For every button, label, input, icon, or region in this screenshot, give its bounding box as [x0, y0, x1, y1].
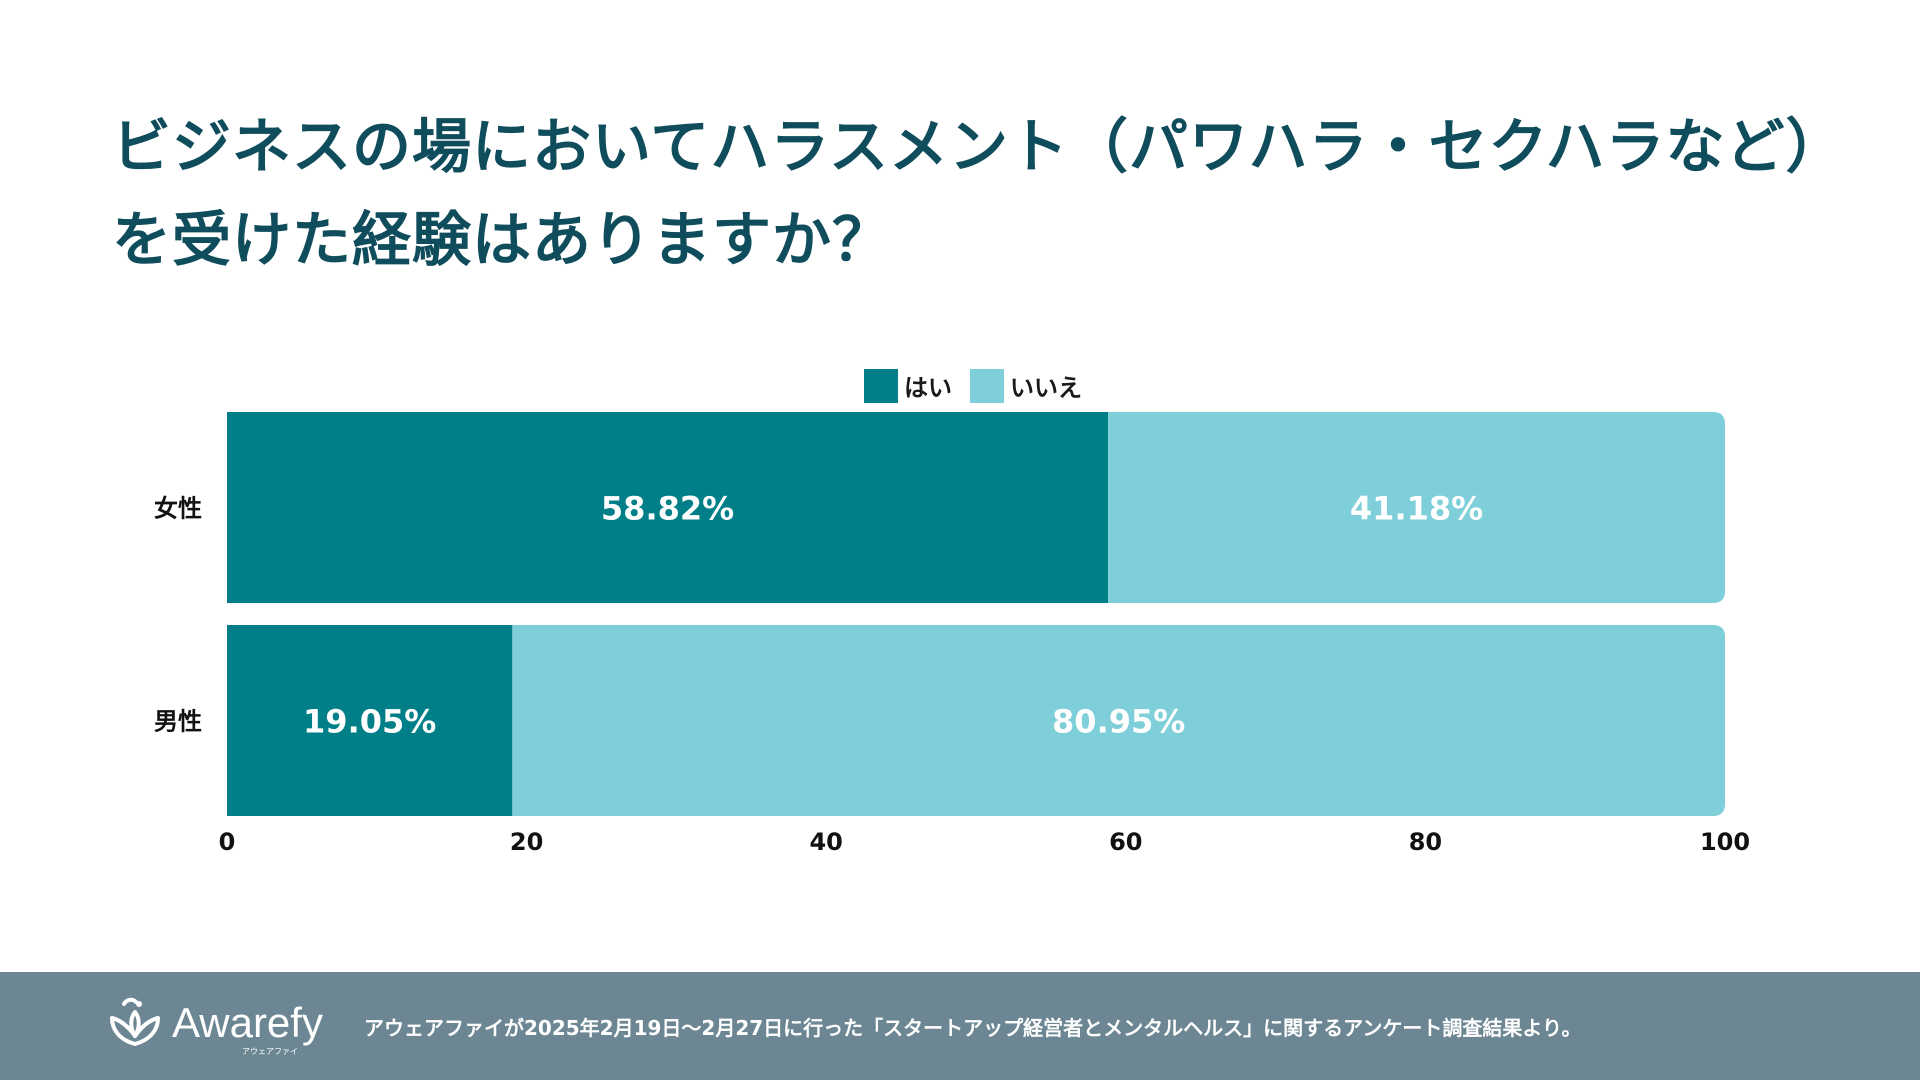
legend-label-no: いいえ [1010, 374, 1082, 402]
x-tick-label-5: 100 [1700, 828, 1750, 856]
legend-item-no: いいえ [970, 368, 1082, 403]
legend-swatch-yes [864, 368, 898, 403]
bar-no-0 [1108, 412, 1725, 603]
x-tick-label-2: 40 [809, 828, 842, 856]
chart-legend: はい いいえ [864, 368, 1092, 403]
data-label-no-0: 41.18% [1350, 490, 1483, 528]
logo-subtext: アウェアファイ [242, 1047, 298, 1056]
title-line-2: を受けた経験はありますか？ [112, 205, 893, 274]
x-tick-label-4: 80 [1409, 828, 1442, 856]
category-label-1: 男性 [154, 708, 202, 736]
logo-wordmark: Awarefy [172, 999, 323, 1046]
bar-yes-0 [227, 412, 1109, 603]
bar-yes-1 [227, 625, 513, 816]
page-title: ビジネスの場においてハラスメント（パワハラ・セクハラなど） を受けた経験はありま… [112, 100, 1846, 286]
title-line-1: ビジネスの場においてハラスメント（パワハラ・セクハラなど） [112, 112, 1846, 181]
legend-swatch-no [970, 368, 1004, 403]
source-note: アウェアファイが2025年2月19日〜2月27日に行った「スタートアップ経営者と… [364, 1016, 1582, 1040]
legend-item-yes: はい [864, 368, 952, 403]
data-label-no-1: 80.95% [1052, 703, 1185, 741]
bar-no-1 [512, 625, 1725, 816]
stacked-bar-chart: 女性 58.82% 41.18% 男性 19.05% 80.95% 0 20 40 60 80 100 [154, 412, 1750, 856]
data-label-yes-1: 19.05% [303, 703, 436, 741]
footer: Awarefy アウェアファイ アウェアファイが2025年2月19日〜2月27日… [0, 972, 1920, 1080]
data-label-yes-0: 58.82% [601, 490, 734, 528]
awarefy-logo: Awarefy アウェアファイ [106, 994, 323, 1056]
awarefy-logo-icon [110, 997, 160, 1046]
category-label-0: 女性 [154, 495, 202, 523]
x-tick-label-3: 60 [1109, 828, 1142, 856]
legend-label-yes: はい [904, 374, 952, 402]
x-tick-label-0: 0 [219, 828, 236, 856]
x-tick-label-1: 20 [510, 828, 543, 856]
